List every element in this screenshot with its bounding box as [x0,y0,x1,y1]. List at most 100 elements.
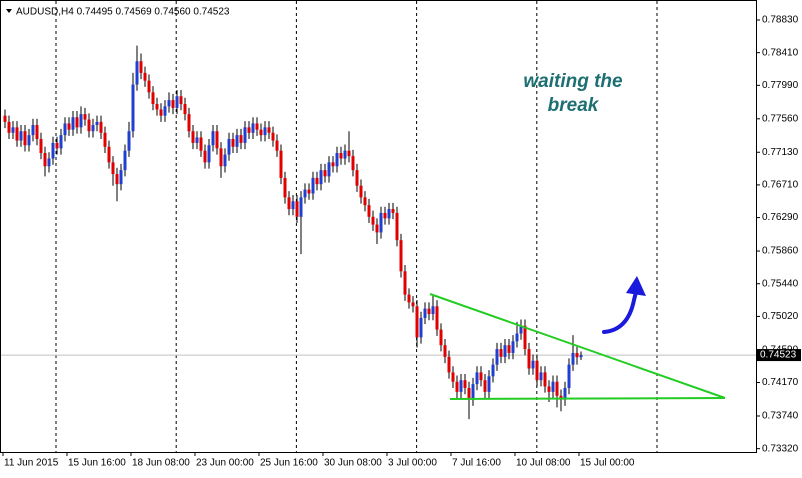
candle-body [183,104,187,115]
candle-body [143,72,147,81]
candle-body [83,114,87,120]
candle-body [519,325,523,334]
candle-body [67,123,71,130]
candle-body [527,349,531,369]
candle-body [339,153,343,159]
candle-body [123,150,127,171]
candle-body [195,137,199,143]
candle-body [567,364,571,388]
candle-body [571,352,575,365]
candle-body [227,139,231,155]
candle-body [171,100,175,108]
x-tick-label: 11 Jun 2015 [4,458,59,469]
candle-body [71,117,75,130]
candle-body [231,139,235,147]
y-tick-label: 0.75440 [762,278,799,289]
candle-body [447,356,451,373]
candle-body [515,333,519,342]
candle-body [323,170,327,177]
candle-body [3,115,7,122]
candle-body [263,127,267,136]
candle-body [355,170,359,186]
candle-body [155,104,159,110]
y-tick-label: 0.75860 [762,246,799,257]
candle-body [187,114,191,132]
y-tick-label: 0.76290 [762,212,799,223]
candle-body [415,306,419,338]
candle-body [435,306,439,330]
candle-body [471,384,475,400]
candle-body [487,376,491,392]
candle-body [135,61,139,85]
candle-body [359,185,363,198]
candle-body [575,352,579,358]
candle-body [35,125,39,140]
candle-body [47,158,51,167]
candle-body [243,127,247,143]
candle-body [283,177,287,198]
candle-body [379,212,383,233]
candle-body [555,381,559,396]
candle-body [27,135,31,146]
candle-body [51,142,55,159]
candle-body [99,121,103,133]
candle-body [239,135,243,143]
candle-body [107,146,111,163]
candle-body [455,381,459,392]
candle-body [443,345,447,357]
candle-body [483,380,487,392]
candle-body [275,140,279,151]
candle-body [31,125,35,136]
candle-body [55,142,59,149]
candle-body [491,364,495,377]
candle-body [131,84,135,132]
candle-body [563,387,567,400]
candle-body [427,308,431,315]
candle-body [167,100,171,107]
support-line [449,397,726,400]
candle-body [431,306,435,315]
axes: 11 Jun 2015 15 Jun 16:00 18 Jun 08:00 23 Ju… [2,15,801,469]
candle-body [383,212,387,219]
candle-body [203,150,207,163]
candle-body [343,150,347,159]
candle-body [495,349,499,365]
candle-body [119,170,123,185]
candle-body [279,150,283,178]
candle-body [175,96,179,108]
candle-body [439,329,443,346]
price-label-box [757,349,801,362]
annotation: break [548,95,600,116]
candle-body [179,96,183,105]
candle-body [115,174,119,185]
candle-body [531,360,535,369]
candle-body [191,131,195,143]
candle-body [399,240,403,272]
candles [3,45,583,420]
candle-body [395,212,399,241]
candle-body [59,135,63,149]
x-tick-label: 7 Jul 16:00 [452,458,501,469]
candle-body [407,294,411,303]
candle-body [247,127,251,133]
candle-body [503,345,507,357]
candle-body [579,355,583,358]
candle-body [127,131,131,151]
candle-body [147,80,151,93]
header: AUDUSD,H4 0.74495 0.74569 0.74560 0.7452… [16,7,230,18]
candle-body [391,209,395,213]
candle-body [163,106,167,116]
trendline [429,293,726,399]
candle-body [311,177,315,194]
candle-body [235,135,239,147]
x-tick-label: 15 Jul 00:00 [580,458,635,469]
candle-body [63,123,67,136]
candle-body [267,127,271,133]
candle-body [19,131,23,141]
y-tick-label: 0.77130 [762,147,799,158]
candle-body [479,372,483,381]
y-tick-label: 0.76710 [762,180,799,191]
candle-body [7,121,11,133]
annotation: waiting the [523,71,623,92]
x-tick-label: 10 Jul 08:00 [516,458,571,469]
